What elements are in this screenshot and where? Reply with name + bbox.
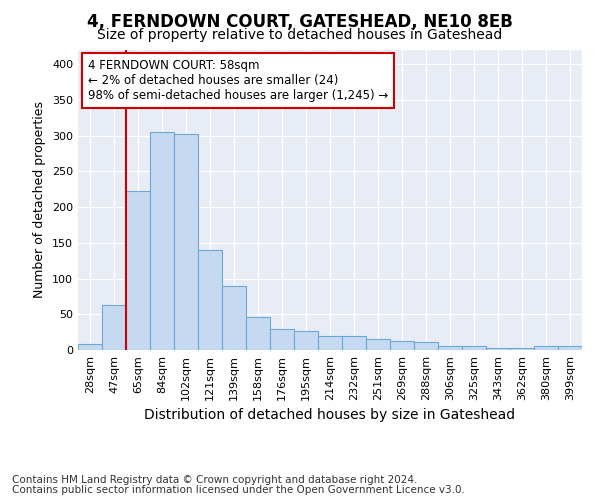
Bar: [126, 192, 150, 350]
Bar: [270, 328, 294, 350]
Bar: [174, 134, 198, 350]
Text: Contains public sector information licensed under the Open Government Licence v3: Contains public sector information licen…: [12, 485, 465, 495]
Bar: [318, 336, 342, 350]
Bar: [558, 346, 582, 350]
Bar: [366, 340, 390, 350]
Bar: [510, 348, 534, 350]
Bar: [198, 250, 222, 350]
Bar: [222, 286, 246, 350]
Bar: [486, 348, 510, 350]
Text: 4 FERNDOWN COURT: 58sqm
← 2% of detached houses are smaller (24)
98% of semi-det: 4 FERNDOWN COURT: 58sqm ← 2% of detached…: [88, 59, 388, 102]
Bar: [390, 340, 414, 350]
Bar: [246, 317, 270, 350]
Text: 4, FERNDOWN COURT, GATESHEAD, NE10 8EB: 4, FERNDOWN COURT, GATESHEAD, NE10 8EB: [87, 12, 513, 30]
Text: Contains HM Land Registry data © Crown copyright and database right 2024.: Contains HM Land Registry data © Crown c…: [12, 475, 418, 485]
Bar: [414, 342, 438, 350]
Bar: [294, 330, 318, 350]
Bar: [342, 336, 366, 350]
Bar: [438, 346, 462, 350]
Y-axis label: Number of detached properties: Number of detached properties: [34, 102, 46, 298]
Bar: [534, 346, 558, 350]
Text: Size of property relative to detached houses in Gateshead: Size of property relative to detached ho…: [97, 28, 503, 42]
Bar: [462, 346, 486, 350]
X-axis label: Distribution of detached houses by size in Gateshead: Distribution of detached houses by size …: [145, 408, 515, 422]
Bar: [78, 344, 102, 350]
Bar: [102, 305, 126, 350]
Bar: [150, 132, 174, 350]
